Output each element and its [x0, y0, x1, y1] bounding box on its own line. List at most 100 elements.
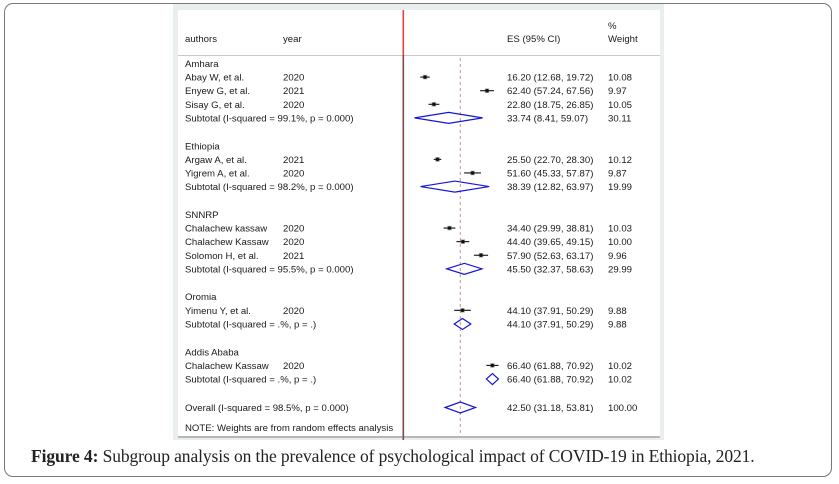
- study-es: 34.40 (29.99, 38.81): [507, 224, 593, 235]
- study-row: Argaw A, et al. 2021 25.50 (22.70, 28.30) 1…: [185, 155, 632, 166]
- study-es: 51.60 (45.33, 57.87): [507, 168, 593, 179]
- study-author: Argaw A, et al.: [185, 155, 247, 166]
- study-row: Solomon H, et al. 2021 57.90 (52.63, 63.17…: [185, 251, 627, 262]
- header-weight-percent: %: [608, 21, 617, 32]
- group-label: Addis Ababa: [185, 347, 240, 358]
- header-es: ES (95% CI): [507, 34, 560, 45]
- study-author: Chalachew Kassaw: [185, 237, 269, 248]
- header-authors: authors: [185, 34, 217, 45]
- study-year: 2020: [283, 224, 304, 235]
- study-row: Sisay G, et al. 2020 22.80 (18.75, 26.85) 1…: [185, 100, 632, 111]
- caption-label: Figure 4:: [31, 446, 99, 466]
- subtotal-es: 38.39 (12.82, 63.97): [507, 182, 593, 193]
- study-year: 2020: [283, 237, 304, 248]
- figure-caption: Figure 4: Subgroup analysis on the preva…: [31, 446, 821, 467]
- subtotal-label: Subtotal (I-squared = .%, p = .): [185, 319, 316, 330]
- overall-label: Overall (I-squared = 98.5%, p = 0.000): [185, 403, 349, 414]
- subtotal-row: Subtotal (I-squared = 95.5%, p = 0.000) 4…: [185, 262, 632, 275]
- study-es: 44.40 (39.65, 49.15): [507, 237, 593, 248]
- study-weight: 10.08: [608, 73, 632, 84]
- figure-frame: [4, 3, 832, 477]
- study-year: 2021: [283, 251, 304, 262]
- group-label: Ethiopia: [185, 141, 220, 152]
- overall-row: Overall (I-squared = 98.5%, p = 0.000) 42…: [185, 401, 637, 414]
- study-year: 2020: [283, 361, 304, 372]
- study-year: 2021: [283, 155, 304, 166]
- study-author: Solomon H, et al.: [185, 251, 259, 262]
- overall-es: 42.50 (31.18, 53.81): [507, 403, 593, 414]
- subtotal-row: Subtotal (I-squared = .%, p = .) 66.40 (6…: [185, 372, 632, 386]
- study-author: Enyew G, et al.: [185, 86, 250, 97]
- note-text: NOTE: Weights are from random effects an…: [185, 423, 393, 434]
- study-row: Abay W, et al. 2020 16.20 (12.68, 19.72) 10…: [185, 73, 632, 84]
- study-author: Sisay G, et al.: [185, 100, 245, 111]
- subtotal-diamond: [444, 262, 484, 275]
- study-es: 57.90 (52.63, 63.17): [507, 251, 593, 262]
- study-weight: 10.03: [608, 224, 632, 235]
- study-point: [490, 363, 495, 368]
- study-point: [461, 239, 465, 244]
- study-weight: 9.97: [608, 86, 627, 97]
- subtotal-label: Subtotal (I-squared = 99.1%, p = 0.000): [185, 113, 354, 124]
- study-weight: 10.05: [608, 100, 632, 111]
- subtotal-weight: 10.02: [608, 375, 632, 386]
- study-year: 2021: [283, 86, 304, 97]
- subtotal-diamond: [485, 372, 500, 386]
- subtotal-label: Subtotal (I-squared = .%, p = .): [185, 375, 316, 386]
- study-year: 2020: [283, 168, 304, 179]
- study-year: 2020: [283, 100, 304, 111]
- subtotal-es: 66.40 (61.88, 70.92): [507, 375, 593, 386]
- study-row: Enyew G, et al. 2021 62.40 (57.24, 67.56) 9…: [185, 86, 627, 97]
- study-point: [432, 102, 436, 107]
- study-row: Yimenu Y, et al. 2020 44.10 (37.91, 50.29)…: [185, 306, 627, 317]
- subtotal-weight: 29.99: [608, 264, 632, 275]
- study-year: 2020: [283, 73, 304, 84]
- group-label: SNNRP: [185, 210, 219, 221]
- study-point: [423, 75, 427, 79]
- header-weight: Weight: [608, 34, 638, 45]
- study-point: [479, 253, 483, 257]
- study-point: [447, 226, 452, 230]
- study-row: Yigrem A, et al. 2020 51.60 (45.33, 57.87)…: [185, 168, 627, 179]
- study-author: Yigrem A, et al.: [185, 168, 250, 179]
- subtotal-label: Subtotal (I-squared = 98.2%, p = 0.000): [185, 182, 354, 193]
- subtotal-weight: 19.99: [608, 182, 632, 193]
- study-row: Chalachew Kassaw 2020 44.40 (39.65, 49.15)…: [185, 237, 632, 248]
- subtotal-es: 44.10 (37.91, 50.29): [507, 319, 593, 330]
- study-es: 66.40 (61.88, 70.92): [507, 361, 593, 372]
- subtotal-diamond: [420, 180, 490, 193]
- subtotal-weight: 9.88: [608, 319, 627, 330]
- study-es: 25.50 (22.70, 28.30): [507, 155, 593, 166]
- study-point: [435, 157, 440, 162]
- subtotal-row: Subtotal (I-squared = 98.2%, p = 0.000) 3…: [185, 180, 632, 193]
- subtotal-es: 33.74 (8.41, 59.07): [507, 113, 588, 124]
- study-weight: 10.02: [608, 361, 632, 372]
- study-year: 2020: [283, 306, 304, 317]
- study-row: Chalachew Kassaw 2020 66.40 (61.88, 70.92)…: [185, 361, 632, 372]
- study-weight: 9.87: [608, 168, 627, 179]
- study-weight: 10.00: [608, 237, 632, 248]
- study-row: Chalachew kassaw 2020 34.40 (29.99, 38.81)…: [185, 224, 632, 235]
- group-label: Amhara: [185, 59, 219, 70]
- study-weight: 10.12: [608, 155, 632, 166]
- subtotal-diamond: [453, 317, 472, 331]
- group-label: Oromia: [185, 292, 217, 303]
- study-es: 22.80 (18.75, 26.85): [507, 100, 593, 111]
- study-weight: 9.88: [608, 306, 627, 317]
- overall-weight: 100.00: [608, 403, 637, 414]
- subtotal-label: Subtotal (I-squared = 95.5%, p = 0.000): [185, 264, 354, 275]
- study-es: 62.40 (57.24, 67.56): [507, 86, 593, 97]
- subtotal-es: 45.50 (32.37, 58.63): [507, 264, 593, 275]
- study-es: 16.20 (12.68, 19.72): [507, 73, 593, 84]
- study-point: [485, 89, 489, 93]
- caption-text: Subgroup analysis on the prevalence of p…: [98, 446, 755, 466]
- study-author: Yimenu Y, et al.: [185, 306, 251, 317]
- forest-plot-area: [178, 10, 660, 438]
- header-year: year: [283, 34, 302, 45]
- study-point: [460, 308, 465, 313]
- study-es: 44.10 (37.91, 50.29): [507, 306, 593, 317]
- study-author: Abay W, et al.: [185, 73, 244, 84]
- subtotal-diamond: [414, 111, 483, 125]
- subtotal-row: Subtotal (I-squared = .%, p = .) 44.10 (3…: [185, 317, 627, 331]
